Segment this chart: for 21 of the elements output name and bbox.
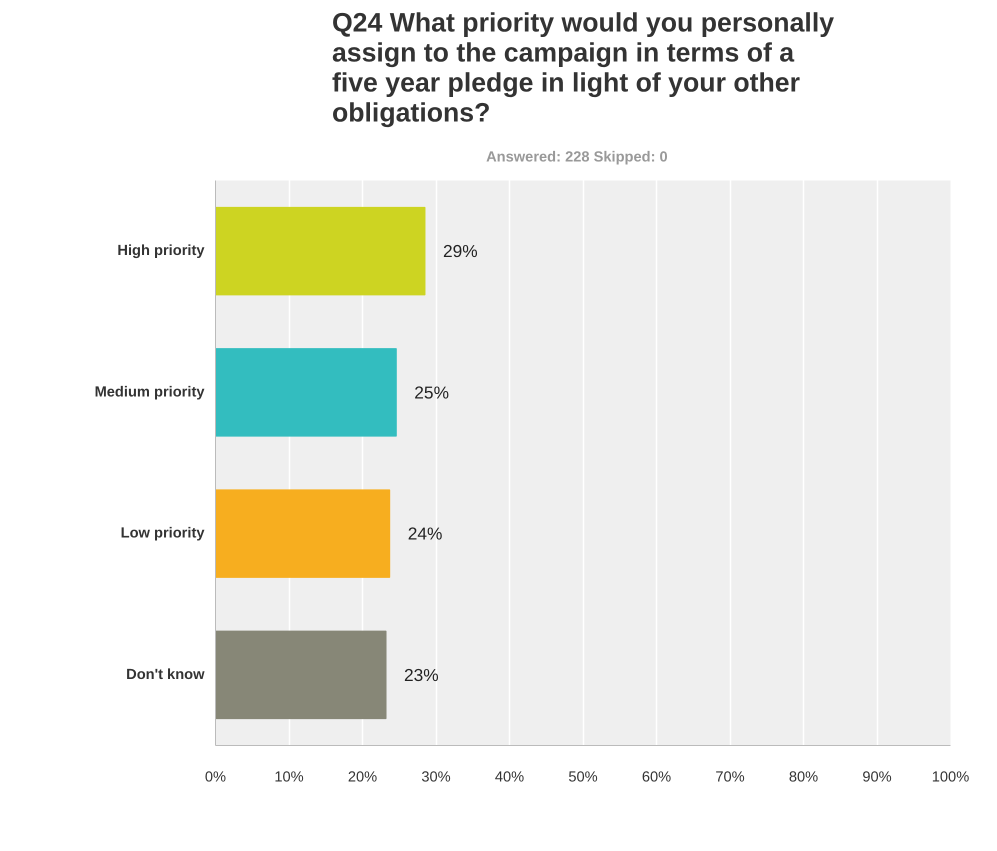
y-tick-label: High priority [117,243,206,260]
data-label: 24% [408,524,442,544]
x-tick-label: 60% [642,770,672,786]
data-label: 23% [404,664,439,685]
x-tick-label: 10% [274,770,304,786]
x-tick-label: 0% [204,770,226,786]
chart-title: Q24 What priority would you personally assign to the campaign in terms of a five year pledge in light of your other obligations? [332,8,834,128]
chart-subtitle: Answered: 228 Skipped: 0 [486,150,668,166]
x-tick-label: 100% [932,770,970,786]
y-tick-label: Medium priority [94,384,206,400]
x-tick-label: 70% [715,770,745,786]
data-label: 29% [442,241,478,262]
x-tick-label: 30% [421,770,451,786]
x-tick-label: 20% [348,770,378,786]
y-tick-label: Don't know [126,666,206,683]
y-tick-label: Low priority [120,526,206,542]
x-tick-label: 40% [494,770,524,786]
x-tick-label: 90% [862,770,892,786]
data-label: 25% [414,382,449,402]
x-tick-label: 80% [788,770,818,786]
x-tick-label: 50% [568,770,598,786]
